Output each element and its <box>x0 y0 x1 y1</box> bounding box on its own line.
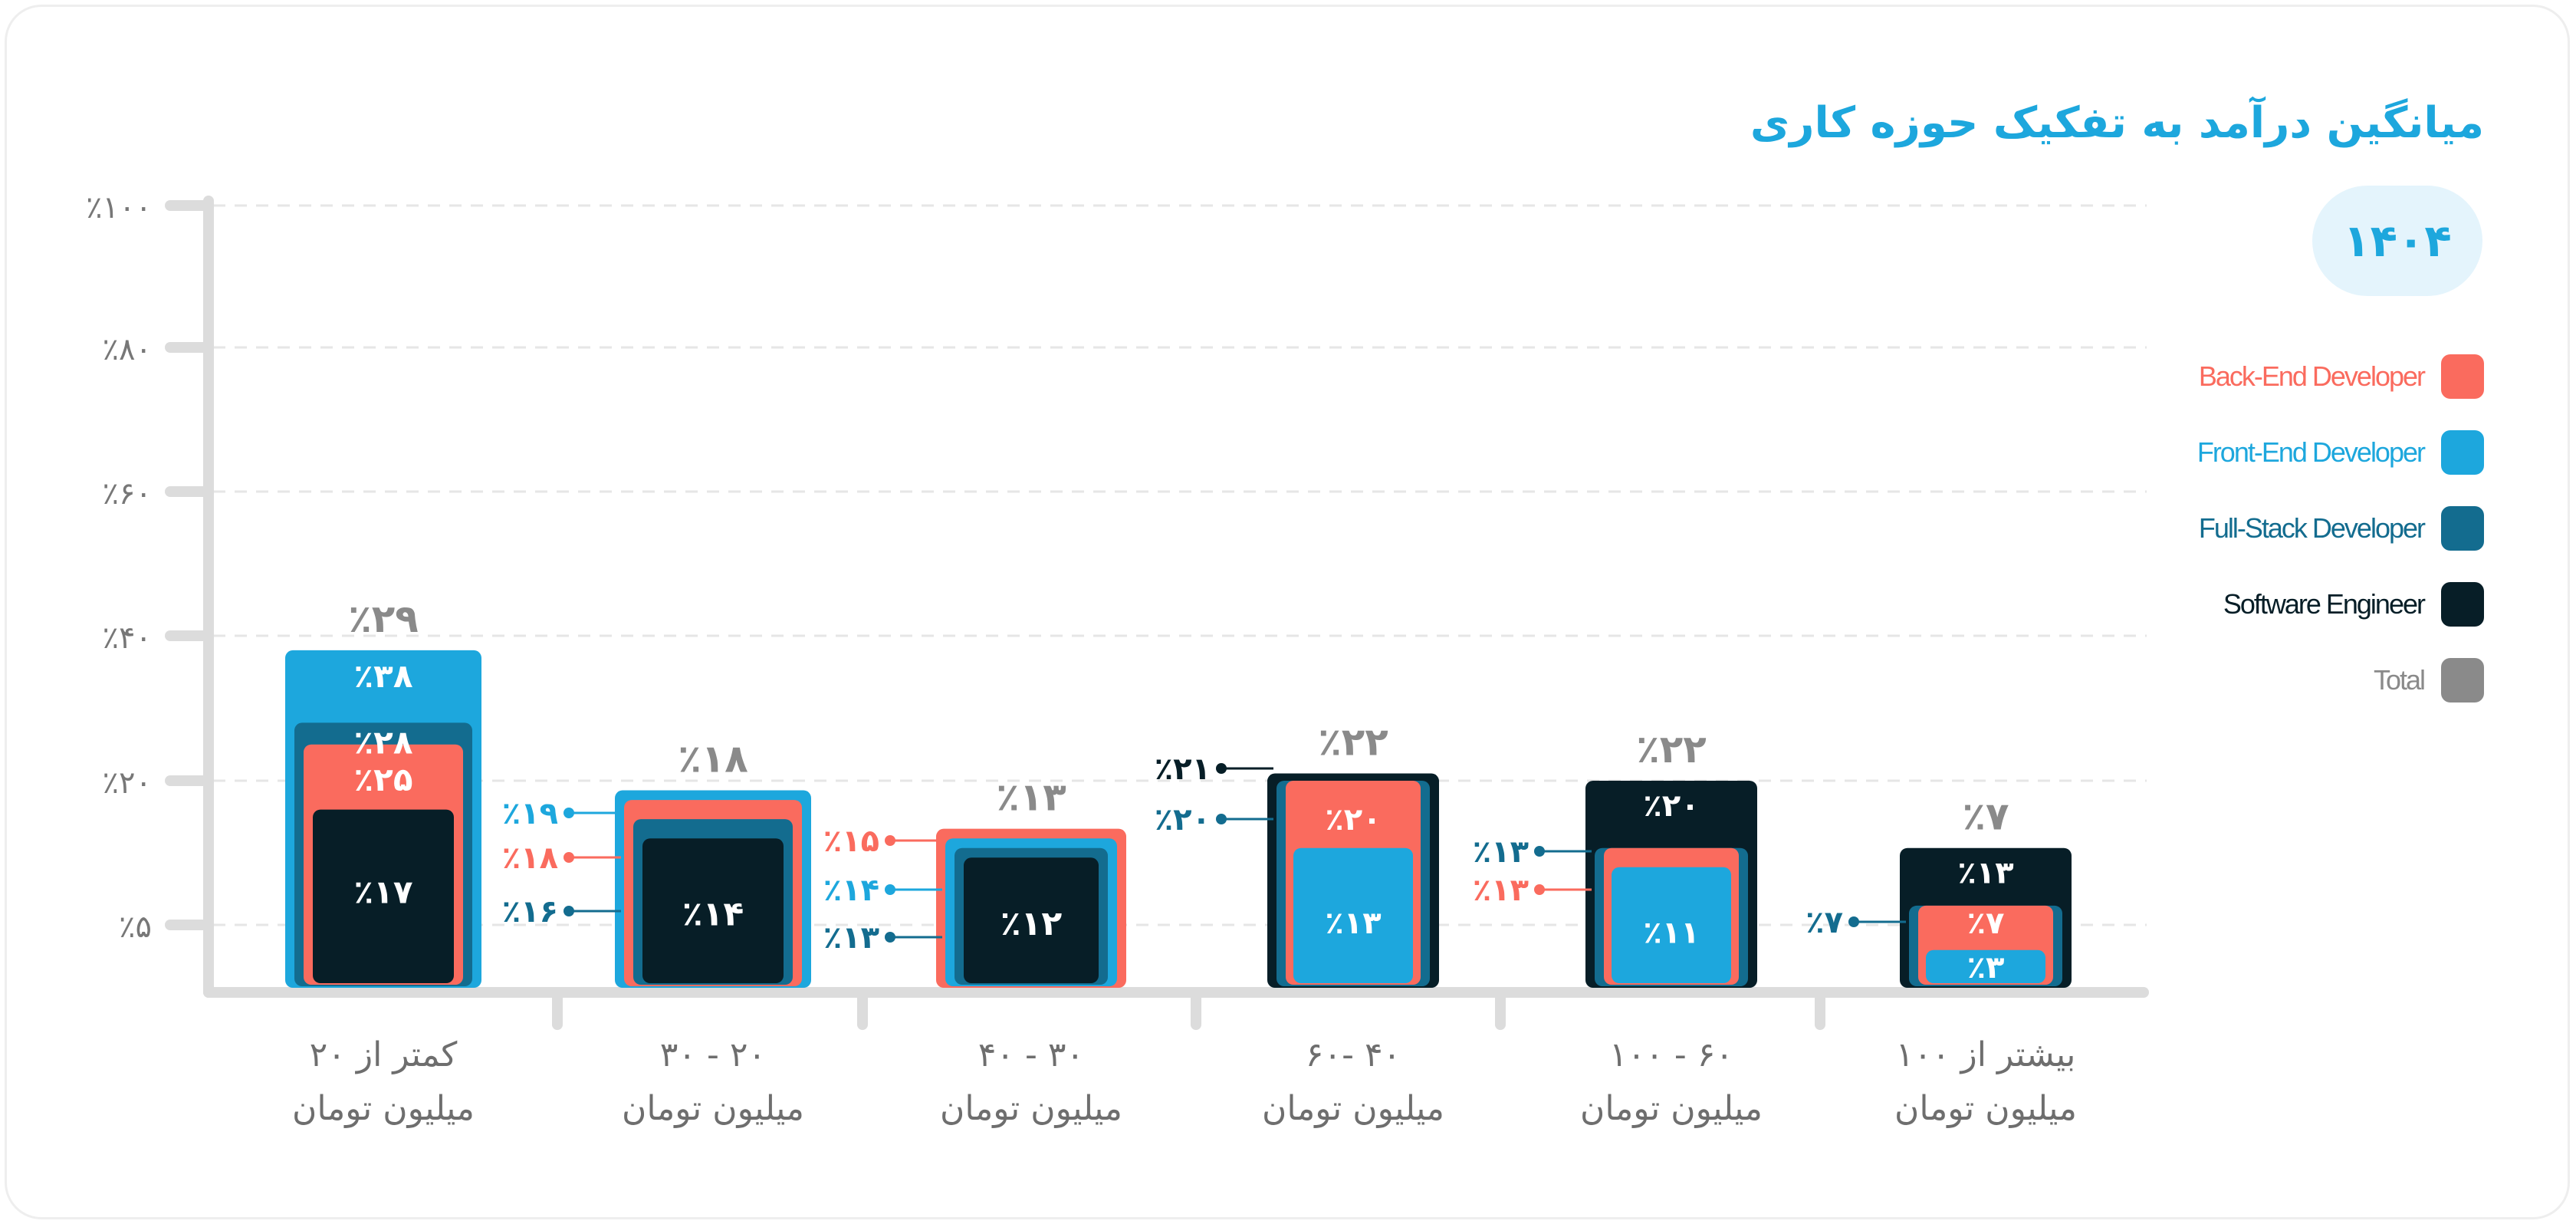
category-label-line2: میلیون تومان <box>292 1089 475 1128</box>
category-label-line2: میلیون تومان <box>1580 1089 1763 1128</box>
legend-swatch-engineer <box>2441 582 2484 627</box>
legend-swatch-frontend <box>2441 430 2484 475</box>
bar-engineer <box>642 838 784 983</box>
total-label: ٪۲۲ <box>1318 720 1388 765</box>
data-label-frontend: ٪۱۳ <box>1325 906 1381 941</box>
legend-item-backend: Back-End Developer <box>2197 353 2484 400</box>
data-label-frontend: ٪۳۸ <box>354 657 413 695</box>
category-label-line1: ۶۰ - ۱۰۰ <box>1609 1035 1733 1074</box>
data-label-frontend: ٪۱۴ <box>823 873 879 908</box>
data-label-fullstack: ٪۲۸ <box>354 723 413 761</box>
category-label-line1: کمتر از ۲۰ <box>310 1035 458 1074</box>
data-label-engineer: ٪۲۰ <box>1643 788 1699 824</box>
data-label-engineer: ٪۱۳ <box>1957 856 2013 891</box>
year-badge: ۱۴۰۴ <box>2312 186 2482 296</box>
callout-dot-frontend <box>885 884 895 895</box>
callout-dot-fullstack <box>885 932 895 943</box>
category-label-line1: ۴۰ -۶۰ <box>1306 1035 1401 1074</box>
data-label-fullstack: ٪۷ <box>1806 905 1843 940</box>
data-label-backend: ٪۱۸ <box>502 841 558 876</box>
category-label-line1: ۳۰ - ۴۰ <box>978 1035 1084 1074</box>
category-label-line2: میلیون تومان <box>1262 1089 1444 1128</box>
data-label-backend: ٪۲۰ <box>1325 802 1381 837</box>
data-label-backend: ٪۲۵ <box>354 761 413 798</box>
y-tick-label: ٪۱۰۰ <box>86 190 152 225</box>
callout-dot-fullstack <box>1534 846 1545 857</box>
callout-dot-backend <box>564 852 574 863</box>
callout-dot-fullstack <box>564 906 574 916</box>
category-label-line2: میلیون تومان <box>1894 1089 2077 1128</box>
data-label-frontend: ٪۱۱ <box>1643 915 1699 950</box>
chart-card <box>5 5 2570 1219</box>
legend-item-total: Total <box>2197 656 2484 704</box>
data-label-engineer: ٪۱۲ <box>1001 904 1063 943</box>
total-label: ٪۲۲ <box>1636 727 1707 772</box>
total-label: ٪۱۳ <box>996 775 1066 820</box>
callout-dot-fullstack <box>1848 916 1859 927</box>
callout-dot-backend <box>885 835 895 846</box>
callout-dot-frontend <box>564 808 574 818</box>
y-tick-label: ٪۸۰ <box>103 332 152 367</box>
category-label-line2: میلیون تومان <box>622 1089 804 1128</box>
callout-dot-backend <box>1534 884 1545 895</box>
y-tick-label: ٪۶۰ <box>103 476 152 512</box>
data-label-fullstack: ٪۱۶ <box>502 894 558 930</box>
data-label-fullstack: ٪۱۳ <box>823 920 879 956</box>
chart-title: میانگین درآمد به تفکیک حوزه کاری <box>1750 98 2484 148</box>
data-label-fullstack: ٪۱۳ <box>1473 834 1529 870</box>
data-label-engineer: ٪۱۴ <box>682 895 744 934</box>
category-label-line2: میلیون تومان <box>940 1089 1122 1128</box>
legend-swatch-total <box>2441 658 2484 702</box>
y-tick-label: ٪۵ <box>119 910 152 945</box>
data-label-frontend: ٪۱۹ <box>502 796 558 831</box>
callout-dot-fullstack <box>1216 814 1227 824</box>
bar-engineer <box>313 809 454 983</box>
callout-dot-engineer <box>1216 763 1227 774</box>
data-label-fullstack: ٪۲۰ <box>1155 802 1211 837</box>
data-label-engineer: ٪۲۱ <box>1155 752 1211 787</box>
category-label-line1: بیشتر از ۱۰۰ <box>1896 1035 2076 1074</box>
legend: Back-End Developer Front-End Developer F… <box>2197 353 2484 732</box>
legend-label-backend: Back-End Developer <box>2198 360 2426 392</box>
bar-frontend <box>1612 867 1731 983</box>
category-label-line1: ۲۰ - ۳۰ <box>660 1035 766 1074</box>
legend-swatch-fullstack <box>2441 506 2484 551</box>
total-label: ٪۲۹ <box>348 597 419 641</box>
data-label-backend: ٪۷ <box>1967 906 2005 941</box>
bar-frontend <box>1926 949 2045 983</box>
legend-label-fullstack: Full-Stack Developer <box>2198 512 2426 544</box>
data-label-engineer: ٪۱۷ <box>354 874 413 911</box>
total-label: ٪۷ <box>1962 795 2009 839</box>
legend-label-total: Total <box>2373 664 2426 696</box>
y-tick-label: ٪۴۰ <box>103 620 152 656</box>
legend-item-engineer: Software Engineer <box>2197 581 2484 628</box>
legend-swatch-backend <box>2441 354 2484 399</box>
total-label: ٪۱۸ <box>678 737 748 781</box>
data-label-backend: ٪۱۳ <box>1473 873 1529 908</box>
legend-label-frontend: Front-End Developer <box>2196 436 2426 468</box>
bar-engineer <box>964 857 1099 983</box>
legend-item-fullstack: Full-Stack Developer <box>2197 505 2484 552</box>
data-label-frontend: ٪۳ <box>1967 950 2005 985</box>
data-label-backend: ٪۱۵ <box>823 824 879 859</box>
bar-frontend <box>1293 847 1413 983</box>
legend-item-frontend: Front-End Developer <box>2197 429 2484 476</box>
y-tick-label: ٪۲۰ <box>103 765 152 801</box>
legend-label-engineer: Software Engineer <box>2223 588 2426 620</box>
